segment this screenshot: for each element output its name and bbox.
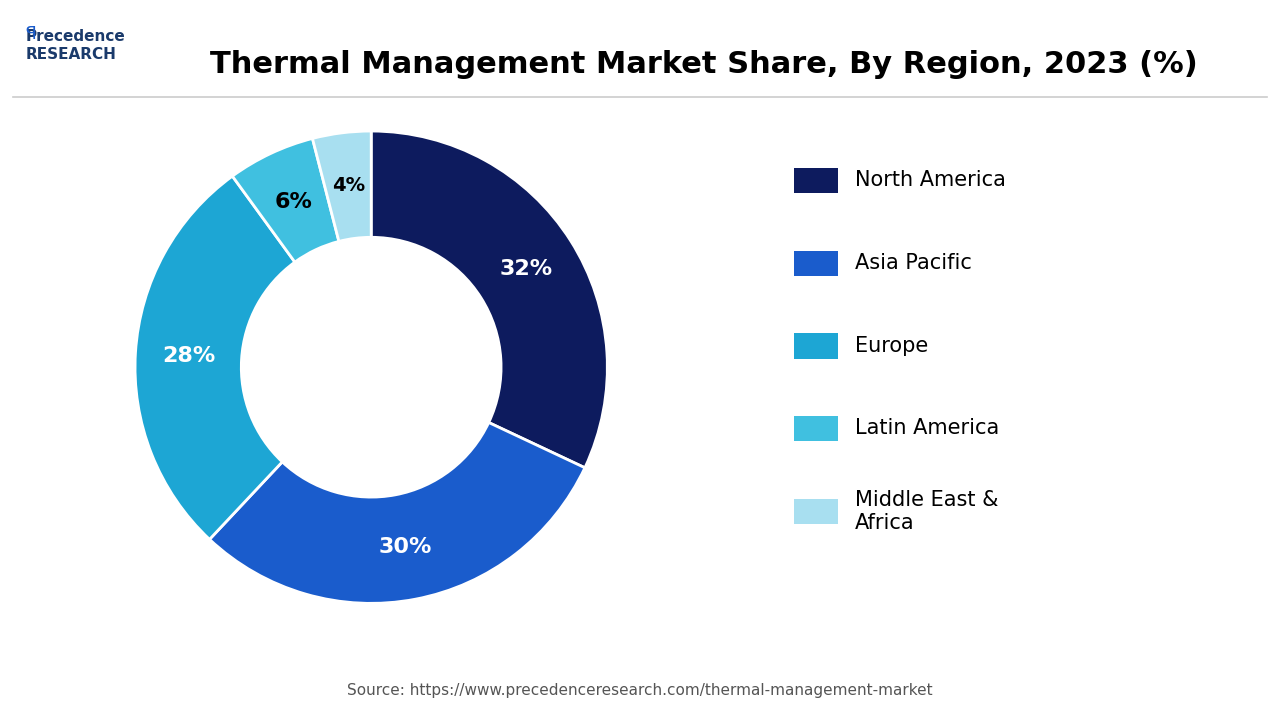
Text: 30%: 30%	[379, 537, 433, 557]
Wedge shape	[371, 131, 607, 468]
Wedge shape	[312, 131, 371, 241]
Text: Europe: Europe	[855, 336, 928, 356]
Wedge shape	[210, 423, 585, 603]
Wedge shape	[136, 176, 294, 539]
Wedge shape	[233, 138, 339, 262]
Text: Latin America: Latin America	[855, 418, 1000, 438]
Text: 32%: 32%	[499, 259, 552, 279]
Text: 4%: 4%	[332, 176, 365, 195]
Text: Middle East &
Africa: Middle East & Africa	[855, 490, 998, 533]
Text: 6%: 6%	[274, 192, 312, 212]
Text: Asia Pacific: Asia Pacific	[855, 253, 972, 273]
Text: North America: North America	[855, 170, 1006, 190]
Text: Thermal Management Market Share, By Region, 2023 (%): Thermal Management Market Share, By Regi…	[210, 50, 1198, 79]
Text: 28%: 28%	[161, 346, 215, 366]
Text: ꟼ: ꟼ	[26, 25, 36, 43]
Text: Precedence
RESEARCH: Precedence RESEARCH	[26, 29, 125, 63]
Text: Source: https://www.precedenceresearch.com/thermal-management-market: Source: https://www.precedenceresearch.c…	[347, 683, 933, 698]
